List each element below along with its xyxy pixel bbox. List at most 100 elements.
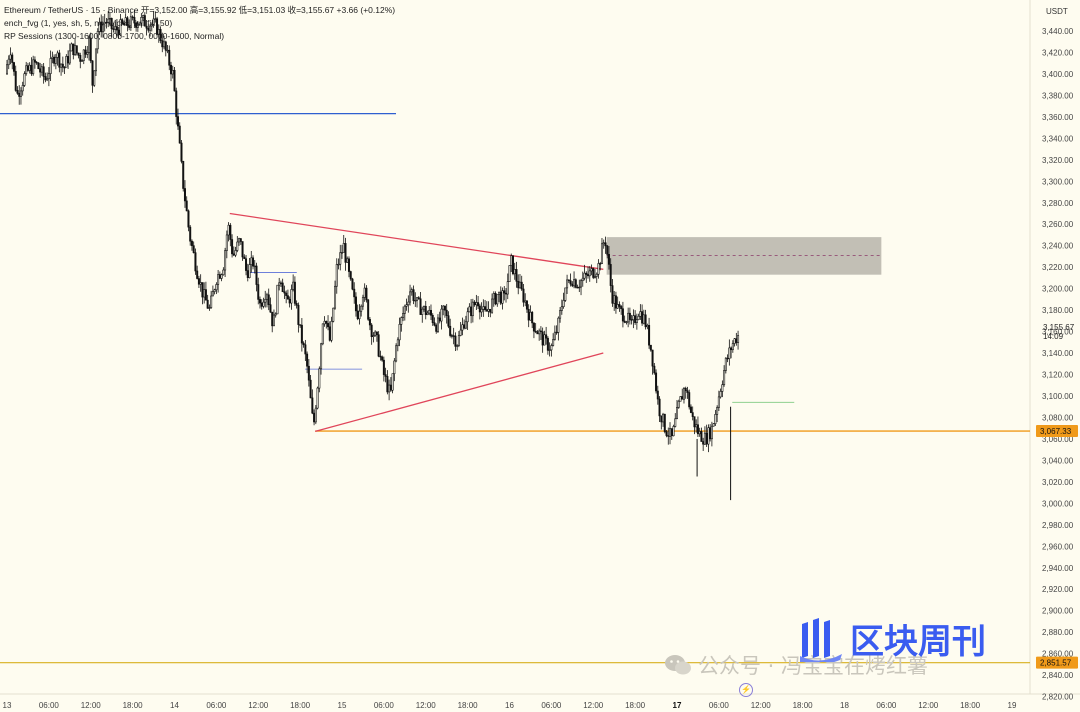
candle-up <box>337 263 340 266</box>
x-tick-label: 18:00 <box>793 701 814 710</box>
candle-down <box>241 241 244 258</box>
candle-down <box>67 56 70 64</box>
candle-up <box>588 270 591 277</box>
triangle-upper-line <box>229 212 604 270</box>
candle-up <box>581 277 584 282</box>
last-price-label: 3,155.67 <box>1043 323 1075 332</box>
candle-down <box>367 299 370 320</box>
candle-down <box>79 55 82 62</box>
candle-up <box>210 295 213 308</box>
candle-down <box>194 252 197 272</box>
candle-down <box>143 15 146 27</box>
candle-up <box>717 396 720 408</box>
candle-down <box>26 65 29 71</box>
candle-up <box>19 90 22 97</box>
candle-up <box>466 311 469 323</box>
candle-down <box>447 315 450 327</box>
candle-down <box>522 288 525 303</box>
y-tick-label: 3,420.00 <box>1042 48 1074 57</box>
candle-up <box>51 56 54 59</box>
candle-down <box>255 265 258 285</box>
candle-up <box>108 17 111 20</box>
candle-down <box>283 291 286 294</box>
candle-down <box>368 319 371 326</box>
candle-down <box>61 63 64 68</box>
candle-up <box>98 21 101 32</box>
candle-up <box>421 308 424 315</box>
candle-up <box>457 335 460 346</box>
candle-up <box>154 18 157 20</box>
candle-down <box>655 372 658 392</box>
candle-up <box>54 57 57 64</box>
x-tick-label: 12:00 <box>751 701 772 710</box>
candle-down <box>375 331 378 336</box>
candle-up <box>471 301 474 317</box>
candle-up <box>403 305 406 314</box>
candle-down <box>419 298 422 315</box>
candle-down <box>196 270 199 279</box>
candle-up <box>724 357 727 371</box>
candle-up <box>677 400 680 408</box>
candle-up <box>9 54 12 60</box>
candle-up <box>498 291 501 295</box>
candle-down <box>606 245 609 255</box>
candle-down <box>478 305 481 313</box>
candle-up <box>550 345 553 351</box>
candle-up <box>339 252 342 265</box>
candle-down <box>260 302 263 307</box>
candle-down <box>30 64 33 75</box>
candle-up <box>602 242 605 245</box>
candle-down <box>328 326 331 341</box>
candle-up <box>276 284 279 315</box>
candle-down <box>574 279 577 288</box>
x-tick-label: 18:00 <box>458 701 479 710</box>
candle-up <box>710 425 713 440</box>
candle-down <box>443 305 446 311</box>
candle-up <box>728 347 731 359</box>
candle-down <box>656 390 659 400</box>
candle-down <box>494 293 497 305</box>
candle-down <box>183 188 186 202</box>
candle-up <box>578 286 581 289</box>
candle-down <box>381 356 384 361</box>
candle-down <box>39 68 42 73</box>
candle-up <box>632 315 635 321</box>
candle-down <box>424 305 427 315</box>
candle-down <box>121 19 124 24</box>
y-tick-label: 2,980.00 <box>1042 521 1074 530</box>
candle-down <box>279 282 282 284</box>
candle-up <box>491 298 494 313</box>
candle-up <box>548 349 551 352</box>
x-tick-label: 12:00 <box>81 701 102 710</box>
candle-up <box>468 306 471 313</box>
legend-symbol-line[interactable]: Ethereum / TetherUS · 15 · Binance 开=3,1… <box>4 5 396 15</box>
candle-up <box>203 289 206 298</box>
candle-down <box>536 331 539 335</box>
candle-down <box>18 92 21 97</box>
bolt-icon[interactable]: ⚡ <box>739 683 753 697</box>
candle-down <box>503 290 506 294</box>
candle-up <box>163 41 166 48</box>
candle-down <box>11 54 14 63</box>
candle-down <box>295 303 298 306</box>
candle-up <box>82 49 85 61</box>
candle-up <box>46 78 49 81</box>
candle-down <box>112 28 115 30</box>
candle-down <box>173 69 176 92</box>
candle-up <box>400 317 403 325</box>
candle-up <box>487 308 490 312</box>
candle-up <box>332 307 335 322</box>
orange-price-label: 3,067.33 <box>1040 427 1072 436</box>
x-tick-label: 18:00 <box>290 701 311 710</box>
candle-up <box>6 64 9 75</box>
candle-down <box>37 62 40 70</box>
candle-down <box>665 431 668 436</box>
candle-up <box>81 60 84 62</box>
x-tick-label: 18 <box>840 701 849 710</box>
candle-up <box>335 264 338 287</box>
x-tick-label: 06:00 <box>374 701 395 710</box>
candle-down <box>63 66 66 69</box>
legend-indicator-sessions[interactable]: RP Sessions (1300-1600, 0800-1700, 0000-… <box>4 31 225 41</box>
legend-indicator-fvg[interactable]: ench_fvg (1, yes, sh, 5, no, wicks, full… <box>4 18 173 28</box>
